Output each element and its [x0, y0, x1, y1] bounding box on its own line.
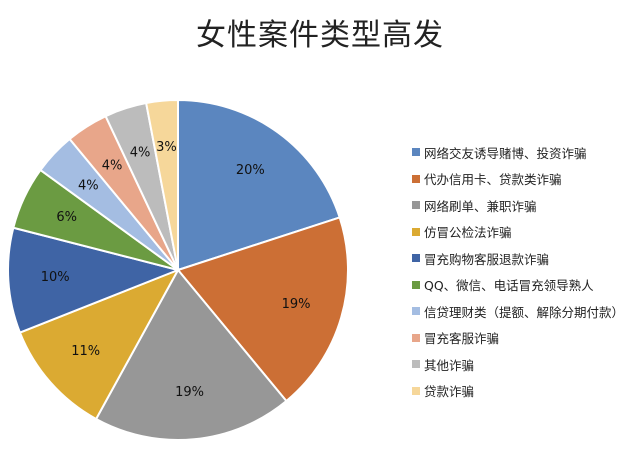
legend-label-2: 代办信用卡、贷款类诈骗: [424, 172, 562, 188]
legend-swatch-8: [412, 333, 420, 342]
legend-item-6: QQ、微信、电话冒充领导熟人: [412, 272, 624, 299]
legend-swatch-3: [412, 201, 420, 210]
legend-label-10: 贷款诈骗: [424, 384, 475, 400]
legend-swatch-7: [412, 307, 420, 316]
pie-slice-10: [144, 98, 179, 271]
pie-slice-2: [176, 216, 349, 403]
slice-label-10: 3%: [156, 140, 177, 155]
legend-label-6: QQ、微信、电话冒充领导熟人: [424, 278, 594, 294]
slice-label-6: 6%: [56, 210, 77, 225]
legend-item-5: 冒充购物客服退款诈骗: [412, 245, 624, 272]
legend-item-8: 冒充客服诈骗: [412, 325, 624, 352]
legend-swatch-2: [412, 174, 420, 183]
slice-label-3: 19%: [175, 385, 204, 400]
legend-swatch-5: [412, 254, 420, 263]
pie-slice-1: [177, 98, 341, 272]
pie-slice-3: [94, 268, 288, 441]
slice-label-1: 20%: [236, 163, 265, 178]
legend-label-5: 冒充购物客服退款诈骗: [424, 251, 550, 267]
legend: 网络交友诱导赌博、投资诈骗 代办信用卡、贷款类诈骗 网络刷单、兼职诈骗 仿冒公检法诈骗…: [412, 139, 624, 404]
legend-item-2: 代办信用卡、贷款类诈骗: [412, 166, 624, 193]
legend-item-3: 网络刷单、兼职诈骗: [412, 192, 624, 219]
slice-label-7: 4%: [78, 178, 99, 193]
slice-label-8: 4%: [102, 159, 123, 174]
slice-label-9: 4%: [130, 146, 151, 161]
legend-item-9: 其他诈骗: [412, 351, 624, 378]
legend-label-3: 网络刷单、兼职诈骗: [424, 198, 537, 214]
chart-title: 女性案件类型高发: [196, 18, 444, 53]
legend-swatch-1: [412, 148, 420, 157]
legend-item-10: 贷款诈骗: [412, 378, 624, 405]
pie-slice-5: [7, 226, 182, 334]
legend-item-7: 信贷理财类（提额、解除分期付款）: [412, 298, 624, 325]
legend-swatch-9: [412, 360, 420, 369]
legend-item-4: 仿冒公检法诈骗: [412, 219, 624, 246]
legend-swatch-10: [412, 386, 420, 395]
legend-label-9: 其他诈骗: [424, 357, 475, 373]
slice-label-2: 19%: [282, 297, 311, 312]
legend-item-1: 网络交友诱导赌博、投资诈骗: [412, 139, 624, 166]
legend-label-1: 网络交友诱导赌博、投资诈骗: [424, 145, 587, 161]
legend-label-4: 仿冒公检法诈骗: [424, 225, 512, 241]
pie-slice-4: [18, 268, 181, 421]
legend-swatch-6: [412, 280, 420, 289]
legend-label-7: 信贷理财类（提额、解除分期付款）: [424, 304, 625, 320]
legend-swatch-4: [412, 227, 420, 236]
legend-label-8: 冒充客服诈骗: [424, 331, 500, 347]
slice-label-4: 11%: [71, 344, 100, 359]
slice-label-5: 10%: [41, 270, 70, 285]
